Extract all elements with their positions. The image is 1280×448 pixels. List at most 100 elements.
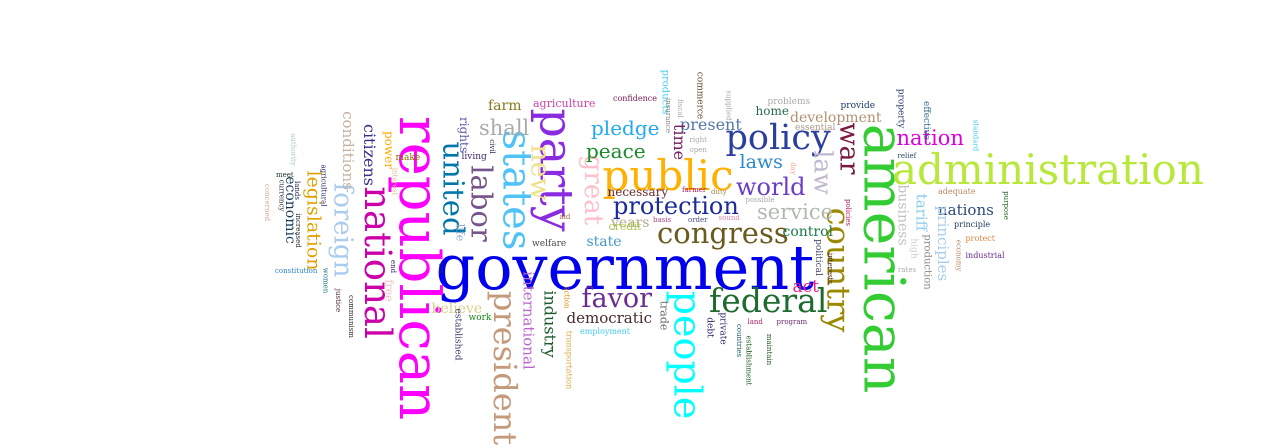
- word-law: law: [808, 149, 838, 195]
- word-congress: congress: [657, 215, 789, 250]
- word-duty: duty: [711, 187, 727, 196]
- word-act: act: [792, 276, 820, 297]
- word-nations: nations: [938, 200, 994, 219]
- word-aid: aid: [559, 212, 571, 221]
- word-world: world: [736, 173, 806, 201]
- word-sound: sound: [718, 213, 740, 222]
- word-production: production: [921, 234, 933, 290]
- word-establishment: establishment: [744, 335, 753, 385]
- word-federal: federal: [709, 280, 828, 320]
- word-control: control: [782, 224, 834, 240]
- word-pledge: pledge: [591, 116, 660, 140]
- word-life: life: [453, 223, 467, 241]
- word-property: property: [895, 88, 906, 128]
- word-industry: industry: [540, 290, 560, 358]
- word-favor: favor: [581, 282, 653, 314]
- word-principles: principles: [933, 205, 952, 281]
- word-home: home: [755, 104, 789, 118]
- word-conditions: conditions: [338, 110, 357, 190]
- word-time: time: [670, 123, 690, 161]
- word-high: high: [908, 237, 919, 259]
- word-industrial: industrial: [965, 251, 1005, 260]
- word-maintain: maintain: [764, 333, 773, 365]
- word-fiscal: fiscal: [675, 98, 684, 118]
- word-international: international: [519, 270, 538, 370]
- word-relief: relief: [897, 151, 917, 160]
- word-agricultural: agricultural: [319, 164, 328, 206]
- word-farm: farm: [488, 98, 522, 114]
- word-business: business: [894, 184, 911, 246]
- word-make: make: [395, 152, 421, 163]
- word-rights: rights: [456, 117, 471, 153]
- word-war: war: [833, 121, 865, 175]
- word-citizens: citizens: [360, 123, 380, 187]
- word-years: years: [611, 215, 650, 231]
- word-transportation: transportation: [563, 330, 573, 390]
- word-interests: interests: [825, 252, 834, 284]
- word-standard: standard: [971, 119, 980, 151]
- word-open: open: [689, 145, 707, 154]
- word-tax: tax: [436, 262, 445, 274]
- word-service: service: [757, 199, 834, 224]
- word-credit: credit: [608, 219, 642, 233]
- word-foreign: foreign: [326, 182, 357, 278]
- word-labor: labor: [464, 164, 499, 242]
- word-justice: justice: [333, 288, 342, 312]
- word-administration: administration: [892, 145, 1204, 194]
- word-necessary: necessary: [607, 185, 669, 199]
- word-trade: trade: [657, 300, 671, 330]
- word-private: private: [717, 311, 728, 345]
- word-welfare: welfare: [532, 238, 567, 249]
- word-people: people: [664, 290, 709, 420]
- word-political: political: [812, 238, 823, 276]
- word-government: government: [435, 231, 815, 304]
- word-democratic: democratic: [566, 308, 652, 327]
- word-meet: meet: [276, 170, 294, 179]
- word-communism: communism: [346, 294, 355, 338]
- word-confidence: confidence: [613, 94, 658, 103]
- word-new: new: [524, 143, 556, 201]
- word-civil: civil: [487, 138, 496, 154]
- word-problems: problems: [767, 96, 811, 107]
- word-debt: debt: [704, 316, 715, 338]
- word-land: land: [747, 317, 763, 326]
- word-laws: laws: [739, 150, 783, 173]
- word-order: order: [688, 215, 708, 224]
- word-power: power: [382, 130, 397, 170]
- word-employment: employment: [580, 327, 631, 336]
- word-policy: policy: [725, 117, 831, 158]
- word-day: day: [788, 161, 797, 175]
- word-principle: principle: [954, 220, 991, 229]
- word-free: free: [382, 278, 396, 302]
- word-work: work: [468, 312, 492, 323]
- word-public: public: [602, 151, 734, 200]
- word-protect: protect: [965, 234, 995, 243]
- word-development: development: [790, 110, 882, 126]
- word-believe: believe: [431, 301, 483, 317]
- word-effective: effective: [920, 100, 931, 140]
- word-peace: peace: [586, 139, 646, 163]
- word-supplied: supplied: [724, 89, 733, 121]
- word-authority: authority: [288, 132, 297, 166]
- word-established: established: [452, 308, 463, 360]
- word-right: right: [689, 135, 707, 144]
- word-adequate: adequate: [938, 187, 976, 196]
- word-shall: shall: [479, 115, 530, 140]
- word-president: president: [486, 290, 525, 446]
- word-economy: economy: [954, 239, 963, 271]
- word-nation: nation: [896, 125, 964, 150]
- word-protection: protection: [613, 192, 739, 220]
- word-program: program: [776, 317, 808, 326]
- word-agriculture: agriculture: [533, 96, 596, 110]
- word-lands: lands: [292, 180, 301, 200]
- word-state: state: [586, 234, 622, 250]
- word-present: present: [680, 115, 742, 134]
- word-purpose: purpose: [1001, 190, 1010, 220]
- word-constitution: constitution: [275, 266, 318, 275]
- word-essential: essential: [795, 122, 836, 133]
- word-interest: interest: [390, 167, 399, 195]
- word-commerce: commerce: [694, 71, 705, 119]
- word-increased: increased: [293, 212, 302, 248]
- word-farmer: farmer: [682, 185, 707, 194]
